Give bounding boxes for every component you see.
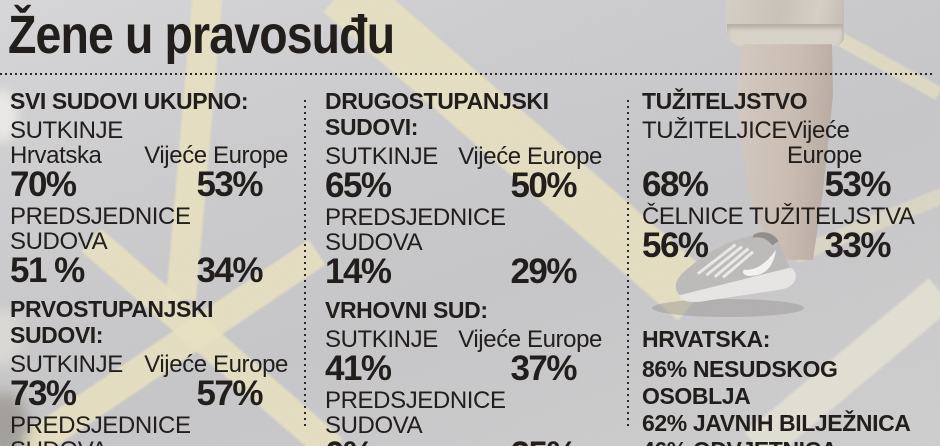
metric-label: SUTKINJE — [325, 143, 438, 170]
series-label-ce: Vijeće Europe — [458, 326, 602, 353]
stat-row: 14% 29% — [325, 252, 602, 291]
metric-value-hr: 73% — [10, 374, 77, 413]
stat-row: 51 % 34% — [10, 251, 288, 290]
stat-row: PREDSJEDNICE SUDOVA — [325, 205, 602, 255]
section-heading: TUŽITELJSTVO — [642, 88, 808, 114]
metric-label: SUTKINJE — [10, 117, 123, 144]
metric-label: PREDSJEDNICE SUDOVA — [325, 204, 506, 256]
divider-vertical-2 — [627, 100, 629, 430]
section-heading: PRVOSTUPANJSKI SUDOVI: — [10, 296, 214, 348]
metric-value-ce: 50% — [510, 166, 577, 205]
metric-label: TUŽITELJICE — [642, 117, 787, 144]
series-label-ce: Vijeće Europe — [144, 142, 288, 169]
stat-row: 70% 53% — [10, 165, 288, 204]
stat-row: PREDSJEDNICE SUDOVA — [10, 204, 288, 254]
metric-label: PREDSJEDNICE SUDOVA — [10, 412, 191, 446]
stat-row: Hrvatska Vijeće Europe — [10, 143, 288, 168]
metric-label: ČELNICE TUŽITELJSTVA — [642, 203, 915, 230]
stats-section-second-instance: DRUGOSTUPANJSKI SUDOVI: SUTKINJE Vijeće … — [325, 88, 602, 291]
metric-value-hr: 0% — [325, 437, 374, 446]
stats-column-1: SVI SUDOVI UKUPNO: SUTKINJE Hrvatska Vij… — [10, 88, 288, 446]
stat-line: 62% JAVNIH BILJEŽNICA — [642, 410, 911, 436]
metric-value-hr: 41% — [325, 349, 392, 388]
metric-value-hr: 65% — [325, 166, 392, 205]
stat-row: ČELNICE TUŽITELJSTVA — [642, 204, 916, 229]
series-label-ce: Vijeće Europe — [786, 117, 862, 169]
stats-section-prosecution: TUŽITELJSTVO TUŽITELJICE Vijeće Europe 6… — [642, 88, 916, 265]
pedestrian-shorts-cuff — [727, 24, 843, 46]
metric-value-ce: 37% — [510, 349, 577, 388]
stat-row: SUTKINJE — [10, 118, 288, 143]
stats-column-2: DRUGOSTUPANJSKI SUDOVI: SUTKINJE Vijeće … — [325, 88, 602, 446]
divider-horizontal — [0, 73, 934, 75]
metric-value-ce: 57% — [196, 374, 263, 413]
metric-label: PREDSJEDNICE SUDOVA — [325, 387, 506, 439]
stats-section-all-courts: SVI SUDOVI UKUPNO: SUTKINJE Hrvatska Vij… — [10, 88, 288, 290]
metric-label: SUTKINJE — [325, 326, 438, 353]
stat-row: 68% 53% — [642, 165, 916, 204]
series-label-ce: Vijeće Europe — [144, 351, 288, 378]
section-heading: DRUGOSTUPANJSKI SUDOVI: — [325, 88, 549, 140]
stat-row: TUŽITELJICE Vijeće Europe — [642, 118, 916, 168]
metric-value-ce: 33% — [824, 226, 891, 265]
metric-label: SUTKINJE — [10, 351, 123, 378]
metric-label: PREDSJEDNICE SUDOVA — [10, 203, 191, 255]
stat-row: PREDSJEDNICE SUDOVA — [325, 388, 602, 438]
stat-row: SUTKINJE Vijeće Europe — [325, 144, 602, 169]
metric-value-ce: 53% — [824, 165, 891, 204]
metric-value-hr: 51 % — [10, 251, 85, 290]
stat-row: SUTKINJE Vijeće Europe — [10, 352, 288, 377]
metric-value-ce: 53% — [196, 165, 263, 204]
stats-column-3: TUŽITELJSTVO TUŽITELJICE Vijeće Europe 6… — [642, 88, 916, 446]
metric-value-hr: 56% — [642, 226, 709, 265]
stat-row: SUTKINJE Vijeće Europe — [325, 327, 602, 352]
stats-section-supreme-court: VRHOVNI SUD: SUTKINJE Vijeće Europe 41% … — [325, 297, 602, 446]
stat-row: 56% 33% — [642, 226, 916, 265]
section-heading: VRHOVNI SUD: — [325, 297, 488, 323]
metric-value-hr: 68% — [642, 165, 709, 204]
stats-section-first-instance: PRVOSTUPANJSKI SUDOVI: SUTKINJE Vijeće E… — [10, 296, 288, 446]
series-label-hr: Hrvatska — [10, 142, 102, 169]
section-heading: HRVATSKA: — [642, 326, 771, 352]
metric-value-ce: 25% — [510, 437, 602, 446]
infographic-title: Žene u pravosuđu — [8, 5, 395, 65]
stat-row: 41% 37% — [325, 349, 602, 388]
series-label-ce: Vijeće Europe — [458, 143, 602, 170]
metric-value-hr: 14% — [325, 252, 392, 291]
stat-row: 0% 25% — [325, 437, 602, 446]
divider-vertical-1 — [304, 100, 306, 430]
stat-row: 73% 57% — [10, 374, 288, 413]
section-heading: SVI SUDOVI UKUPNO: — [10, 88, 249, 114]
metric-value-hr: 70% — [10, 165, 77, 204]
stat-line: 46% ODVJETNICA — [642, 437, 916, 446]
stat-row: 65% 50% — [325, 166, 602, 205]
metric-value-ce: 29% — [510, 252, 577, 291]
metric-value-ce: 34% — [196, 251, 263, 290]
stats-section-croatia: HRVATSKA: 86% NESUDSKOG OSOBLJA 62% JAVN… — [642, 326, 916, 446]
stat-row: PREDSJEDNICE SUDOVA — [10, 413, 288, 446]
stat-line: 86% NESUDSKOG OSOBLJA — [642, 356, 838, 409]
